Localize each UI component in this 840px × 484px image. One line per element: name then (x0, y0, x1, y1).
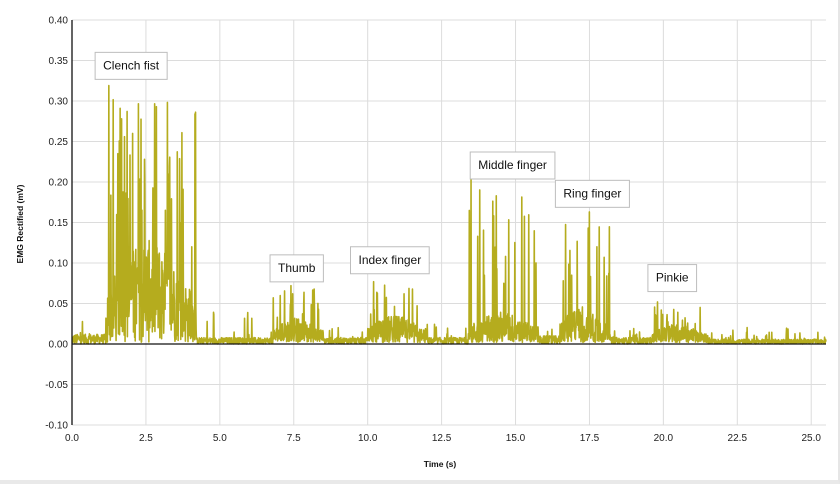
annotation-label: Middle finger (478, 158, 547, 172)
x-tick-label: 25.0 (801, 433, 821, 444)
x-tick-label: 5.0 (213, 433, 227, 444)
annotation: Thumb (269, 254, 324, 283)
y-tick-label: -0.10 (45, 421, 68, 432)
annotation-box (94, 51, 168, 80)
x-tick-label: 2.5 (139, 433, 153, 444)
x-tick-label: 12.5 (432, 433, 452, 444)
y-tick-label: 0.30 (49, 97, 69, 108)
annotation-box (269, 254, 324, 283)
annotation: Pinkie (647, 264, 698, 293)
y-tick-label: 0.05 (49, 299, 69, 310)
y-tick-label: 0.40 (49, 16, 69, 27)
annotations: Clench fist Thumb Index finger Middle finge… (94, 51, 698, 293)
x-tick-label: 0.0 (65, 433, 79, 444)
x-tick-label: 20.0 (654, 433, 674, 444)
y-tick-label: 0.20 (49, 178, 69, 189)
grid (71, 19, 826, 426)
series (71, 84, 827, 345)
y-tick-label: 0.25 (49, 137, 69, 148)
x-tick-label: 17.5 (580, 433, 600, 444)
y-tick-label: -0.05 (45, 380, 68, 391)
annotation: Clench fist (94, 51, 168, 80)
x-tick-label: 10.0 (358, 433, 378, 444)
annotation-box (469, 151, 556, 180)
annotation: Index finger (350, 246, 430, 275)
annotation-box (647, 264, 698, 293)
annotation: Ring finger (554, 179, 630, 208)
x-axis-title: Time (s) (424, 459, 457, 469)
annotation-label: Index finger (359, 253, 422, 267)
y-tick-label: 0.00 (49, 340, 69, 351)
y-tick-label: 0.15 (49, 218, 69, 229)
annotation-label: Ring finger (563, 186, 621, 200)
y-tick-label: 0.35 (49, 56, 69, 67)
annotation-label: Clench fist (103, 58, 160, 72)
x-tick-labels: 0.0 2.5 5.0 7.5 10.0 12.5 15.0 17.5 20.0 22.5 25.0 (65, 433, 821, 444)
y-tick-label: 0.10 (49, 259, 69, 270)
x-tick-label: 15.0 (506, 433, 526, 444)
annotation-box (554, 179, 630, 208)
x-tick-label: 22.5 (728, 433, 748, 444)
annotation: Middle finger (469, 151, 556, 180)
x-tick-label: 7.5 (287, 433, 301, 444)
emg-series-line (71, 84, 827, 345)
annotation-box (350, 246, 430, 275)
annotation-label: Pinkie (656, 271, 689, 285)
axes (71, 20, 826, 425)
y-axis-title: EMG Rectified (mV) (15, 184, 25, 263)
annotation-label: Thumb (278, 261, 316, 275)
y-tick-labels: 0.40 0.35 0.30 0.25 0.20 0.15 0.10 0.05 0.00 -0.0… (45, 16, 68, 432)
